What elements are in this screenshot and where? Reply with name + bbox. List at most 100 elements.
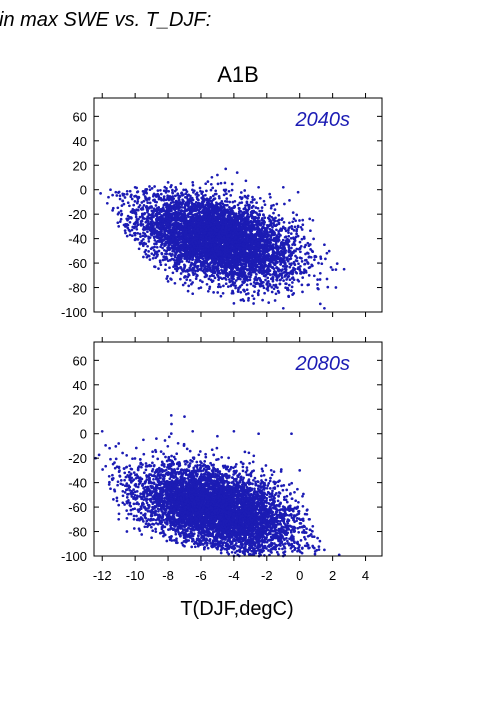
scatter-point [247,249,251,253]
scatter-point [292,240,296,244]
scatter-point [318,302,322,306]
scatter-point [299,264,302,268]
scatter-point [263,242,267,246]
scatter-point [260,236,264,240]
scatter-point [281,238,285,242]
scatter-point [152,253,156,257]
scatter-point [260,272,264,275]
scatter-point [148,258,152,261]
scatter-point [185,278,189,281]
scatter-point [295,259,299,263]
scatter-point [209,188,213,192]
scatter-point [314,254,317,258]
scatter-point [294,270,298,274]
scatter-point [312,274,316,278]
scatter-point [123,196,127,199]
scatter-point [155,251,158,254]
scatter-point [302,271,306,275]
scatter-point [216,291,220,294]
scatter-point [142,225,146,229]
scatter-point [272,267,276,271]
scatter-point [267,217,271,221]
scatter-point [126,201,130,205]
scatter-point [154,217,158,221]
scatter-point [135,227,139,231]
scatter-point [306,241,310,245]
scatter-point [261,298,264,302]
scatter-point [138,215,142,219]
scatter-point [116,221,120,225]
scatter-point [107,195,110,199]
scatter-point [292,217,296,221]
scatter-point [239,191,243,194]
scatter-point [295,256,299,260]
scatter-point [133,200,137,203]
scatter-point [267,255,270,259]
scatter-point [298,219,301,222]
scatter-point [311,250,315,254]
scatter-point [196,203,200,207]
scatter-point [162,224,165,228]
scatter-point [299,244,303,248]
scatter-point [317,261,320,265]
scatter-point [166,194,169,198]
scatter-point [171,197,175,201]
scatter-point [194,193,198,196]
scatter-point [243,189,247,192]
scatter-point [210,175,214,179]
scatter-point [239,290,243,294]
scatter-point [159,237,163,241]
scatter-point [217,283,221,286]
scatter-point [231,290,235,293]
scatter-point [224,282,228,286]
scatter-point [230,188,234,192]
scatter-point [291,211,295,214]
scatter-point [300,237,304,241]
scatter-point [242,268,245,272]
scatter-point [187,273,190,276]
scatter-point [279,278,282,282]
scatter-point [146,230,149,234]
scatter-point [249,214,253,218]
scatter-point [331,268,334,272]
scatter-point [255,281,259,285]
scatter-point [117,211,121,214]
scatter-point [255,201,258,205]
scatter-point [277,230,280,233]
scatter-point [258,196,262,200]
scatter-point [188,278,192,282]
scatter-point [205,189,208,193]
scatter-point [125,223,129,226]
scatter-point [139,235,142,238]
scatter-point [283,226,287,230]
scatter-point [296,278,300,282]
scatter-point [140,201,144,204]
scatter-point [270,290,274,294]
scatter-point [149,223,153,227]
scatter-point [282,279,285,282]
scatter-point [162,213,166,217]
scatter-point [304,258,308,262]
scatter-point [184,255,188,259]
header-text: in max SWE vs. T_DJF: [0,9,211,31]
scatter-point [173,232,176,236]
scatter-point [258,209,262,213]
scatter-point [168,195,172,198]
scatter-point [287,231,290,234]
scatter-point [220,199,224,203]
scatter-point [247,296,250,300]
scatter-point [165,187,168,190]
scatter-point [211,234,214,238]
scatter-point [270,244,274,247]
scatter-point [151,256,155,260]
scatter-point [250,271,253,274]
scatter-point [300,228,304,231]
scatter-point [291,220,295,224]
scatter-point [300,257,303,260]
scatter-point [295,213,299,217]
scatter-point [214,189,218,193]
scatter-point [273,208,277,211]
scatter-point [159,188,162,192]
scatter-point [140,239,144,243]
scatter-point [287,294,290,298]
